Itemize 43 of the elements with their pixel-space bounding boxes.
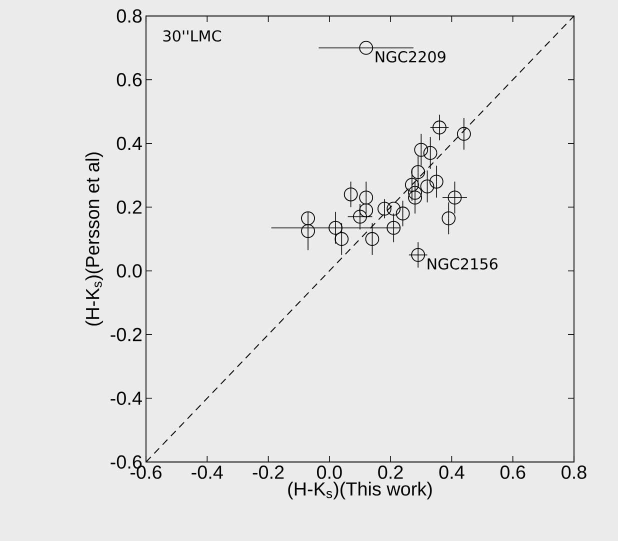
point xyxy=(423,146,438,160)
x-tick-label: 0.2 xyxy=(378,466,403,479)
x-tick-label: 0.0 xyxy=(317,466,342,479)
y-tick-label: 0.8 xyxy=(116,9,142,23)
point xyxy=(456,126,471,141)
point xyxy=(301,211,315,226)
point xyxy=(344,187,358,202)
point xyxy=(353,210,367,224)
point xyxy=(359,40,374,55)
x-tick-label: 0.8 xyxy=(562,466,586,479)
point xyxy=(386,202,401,216)
y-tick-label: 0.0 xyxy=(116,264,142,278)
point xyxy=(442,211,456,226)
point xyxy=(411,165,426,180)
y-tick-label: -0.4 xyxy=(110,392,142,405)
x-tick-label: 0.4 xyxy=(439,466,464,479)
point xyxy=(429,174,444,189)
annotation: 30''LMC xyxy=(163,30,222,42)
point xyxy=(396,206,410,220)
y-tick-label: 0.4 xyxy=(116,136,142,150)
point xyxy=(301,224,315,238)
annotation: NGC2156 xyxy=(428,258,498,270)
y-tick-label: 0.6 xyxy=(116,73,142,86)
x-tick-label: -0.2 xyxy=(252,466,284,479)
annotation: NGC2209 xyxy=(376,51,446,63)
x-tick-label: 0.6 xyxy=(500,466,526,479)
point xyxy=(405,178,419,192)
point xyxy=(328,220,342,235)
x-tick-label: -0.4 xyxy=(192,466,223,479)
point xyxy=(448,190,462,205)
y-tick-label: -0.2 xyxy=(110,328,142,342)
y-tick-label: 0.2 xyxy=(116,200,142,214)
point xyxy=(359,190,374,205)
point xyxy=(365,232,380,246)
point xyxy=(334,232,349,246)
y-axis-title: (H-K$_{s}$)(Persson et al) xyxy=(85,152,104,326)
point xyxy=(420,179,434,194)
point xyxy=(408,190,422,205)
point xyxy=(378,202,392,216)
x-axis-title: (H-K$_{s}$)(This work) xyxy=(288,482,432,500)
point xyxy=(414,142,428,157)
point xyxy=(432,120,446,134)
point xyxy=(411,248,426,262)
